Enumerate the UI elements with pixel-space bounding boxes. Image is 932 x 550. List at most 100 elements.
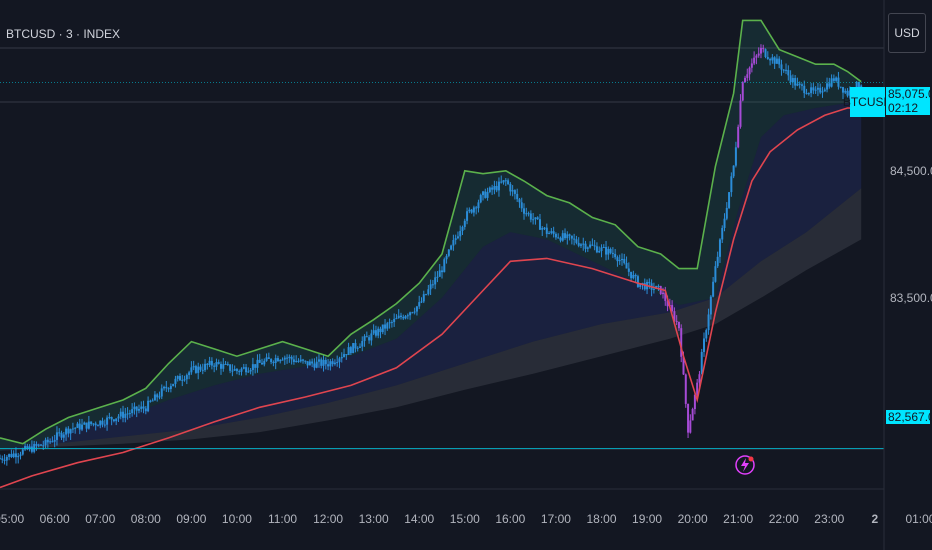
time-axis[interactable]: 05:00 06:00 07:00 08:00 09:00 10:00 11:00 12:00… — [0, 512, 932, 526]
candle-body — [429, 284, 432, 290]
candle-body — [76, 423, 79, 428]
candle-body — [837, 77, 840, 87]
candle-body — [598, 250, 601, 253]
candle-body — [584, 243, 587, 249]
candle-body — [10, 454, 13, 458]
candle-body — [677, 321, 680, 329]
candle-body — [231, 370, 234, 372]
candle-body — [775, 58, 778, 64]
alert-icon[interactable] — [735, 455, 755, 475]
low-price-label: 82,567.08 — [886, 410, 932, 424]
candle-body — [479, 195, 482, 203]
candle-body — [643, 282, 646, 290]
candle-body — [368, 337, 371, 341]
candle-body — [370, 333, 373, 341]
candle-body — [627, 268, 630, 272]
candle-body — [313, 363, 316, 368]
candle-body — [611, 252, 614, 254]
candle-body — [361, 341, 364, 347]
candle-body — [684, 374, 687, 404]
candle-body — [634, 274, 637, 277]
candle-body — [35, 444, 38, 446]
x-tick-label: 2 — [872, 512, 879, 526]
candle-body — [821, 91, 824, 93]
candle-body — [338, 358, 341, 362]
x-tick-label: 11:00 — [268, 512, 297, 526]
candle-body — [630, 271, 633, 279]
candle-body — [511, 190, 514, 192]
candle-body — [561, 233, 564, 241]
candle-body — [53, 439, 56, 442]
candle-body — [226, 363, 229, 365]
candle-body — [131, 409, 134, 414]
ema-low-line — [0, 107, 862, 489]
candle-body — [566, 234, 569, 239]
candle-body — [662, 292, 664, 294]
candle-body — [855, 82, 858, 92]
x-tick-label: 22:00 — [769, 512, 799, 526]
candle-body — [21, 449, 24, 455]
x-tick-label: 18:00 — [586, 512, 616, 526]
x-tick-label: 12:00 — [313, 512, 343, 526]
candle-body — [568, 234, 571, 236]
candle-body — [607, 248, 610, 255]
candle-body — [74, 427, 77, 429]
candle-body — [235, 369, 238, 372]
currency-button[interactable]: USD — [888, 13, 926, 53]
candle-body — [625, 262, 628, 269]
candle-body — [215, 362, 218, 367]
x-tick-label: 13:00 — [359, 512, 389, 526]
candle-body — [452, 240, 455, 246]
candle-body — [602, 247, 605, 249]
candle-body — [762, 47, 765, 50]
candle-body — [122, 411, 125, 418]
candle-body — [750, 63, 753, 68]
candle-body — [447, 249, 450, 256]
candle-body — [329, 361, 332, 367]
candle-body — [306, 361, 309, 366]
candle-body — [190, 367, 193, 373]
candle-body — [142, 406, 145, 409]
candle-body — [538, 219, 541, 230]
candle-body — [393, 318, 396, 323]
candle-body — [456, 236, 459, 239]
candle-body — [247, 371, 250, 373]
candle-body — [413, 311, 416, 313]
candle-body — [648, 281, 651, 284]
candle-body — [185, 375, 188, 380]
candle-body — [507, 180, 510, 185]
candle-body — [81, 424, 84, 430]
candle-body — [846, 90, 849, 96]
candle-body — [673, 311, 676, 321]
candle-body — [352, 343, 355, 354]
candle-body — [62, 434, 65, 438]
candle-body — [497, 181, 500, 191]
candle-body — [217, 362, 220, 364]
candle-body — [477, 202, 480, 209]
candle-body — [65, 428, 68, 435]
candle-body — [564, 233, 567, 239]
candle-body — [87, 421, 90, 429]
candle-body — [345, 354, 348, 356]
candle-body — [470, 209, 473, 213]
candle-body — [434, 277, 437, 285]
candle-body — [502, 180, 505, 183]
candle-body — [459, 230, 462, 237]
candle-body — [222, 364, 225, 369]
candle-body — [472, 207, 475, 213]
bar-countdown: 02:12 — [886, 101, 930, 115]
candle-body — [30, 446, 33, 452]
candle-body — [468, 209, 471, 212]
candle-body — [689, 420, 692, 433]
candle-body — [826, 83, 829, 90]
candle-body — [343, 354, 346, 357]
candle-body — [418, 302, 421, 307]
candle-body — [737, 126, 740, 148]
candle-body — [577, 242, 580, 246]
candle-body — [593, 245, 596, 247]
candles — [0, 44, 863, 466]
candle-body — [445, 255, 448, 260]
candle-body — [415, 306, 418, 312]
candle-body — [657, 285, 660, 287]
